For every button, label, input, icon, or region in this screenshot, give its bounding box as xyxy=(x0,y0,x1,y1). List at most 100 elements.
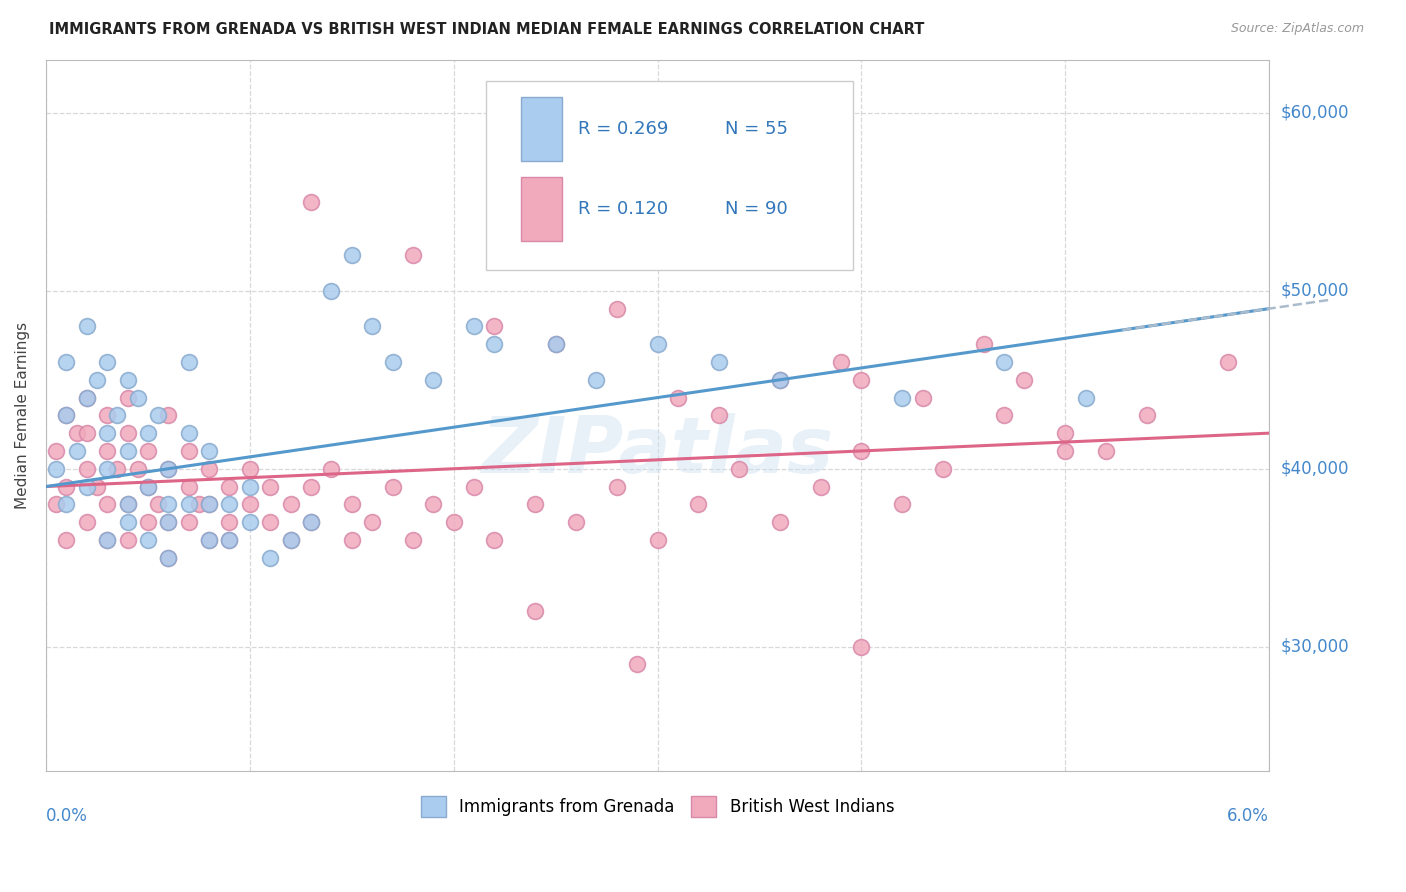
Point xyxy=(769,373,792,387)
Point xyxy=(198,444,221,458)
Point xyxy=(524,497,547,511)
Point xyxy=(484,533,506,547)
Point xyxy=(157,550,180,565)
Point xyxy=(340,497,363,511)
Text: $30,000: $30,000 xyxy=(1281,638,1348,656)
Point xyxy=(321,284,343,298)
Point xyxy=(218,533,240,547)
Point xyxy=(1136,409,1159,423)
Point xyxy=(136,479,159,493)
Point xyxy=(993,355,1015,369)
Text: $50,000: $50,000 xyxy=(1281,282,1348,300)
Point xyxy=(463,479,485,493)
Point xyxy=(647,337,669,351)
Point xyxy=(973,337,995,351)
Point xyxy=(443,515,465,529)
Point xyxy=(177,515,200,529)
Point xyxy=(45,444,67,458)
Point xyxy=(218,479,240,493)
Point xyxy=(402,533,425,547)
Point xyxy=(76,319,98,334)
Point xyxy=(340,248,363,262)
Point xyxy=(187,497,209,511)
Point xyxy=(810,479,832,493)
Point xyxy=(606,301,628,316)
Point xyxy=(830,355,852,369)
Point xyxy=(117,533,139,547)
Text: R = 0.269: R = 0.269 xyxy=(578,120,668,138)
Point xyxy=(299,515,322,529)
Text: IMMIGRANTS FROM GRENADA VS BRITISH WEST INDIAN MEDIAN FEMALE EARNINGS CORRELATIO: IMMIGRANTS FROM GRENADA VS BRITISH WEST … xyxy=(49,22,925,37)
Text: 6.0%: 6.0% xyxy=(1227,806,1270,825)
Point xyxy=(585,373,607,387)
Text: R = 0.120: R = 0.120 xyxy=(578,201,668,219)
Point xyxy=(993,409,1015,423)
Point xyxy=(55,355,77,369)
Point xyxy=(157,497,180,511)
Point xyxy=(96,444,118,458)
Point xyxy=(146,497,169,511)
Point xyxy=(361,515,384,529)
Point xyxy=(136,444,159,458)
FancyBboxPatch shape xyxy=(486,81,853,269)
Point xyxy=(299,479,322,493)
Point xyxy=(76,391,98,405)
FancyBboxPatch shape xyxy=(520,178,562,242)
Point xyxy=(422,373,444,387)
Point xyxy=(932,461,955,475)
Point xyxy=(340,533,363,547)
Text: Source: ZipAtlas.com: Source: ZipAtlas.com xyxy=(1230,22,1364,36)
Point xyxy=(76,515,98,529)
Point xyxy=(136,515,159,529)
Point xyxy=(626,657,648,672)
Point xyxy=(117,515,139,529)
Point xyxy=(606,479,628,493)
Point xyxy=(96,426,118,441)
Point xyxy=(239,479,262,493)
Point xyxy=(127,461,149,475)
Point xyxy=(198,533,221,547)
Point xyxy=(321,461,343,475)
Point xyxy=(769,373,792,387)
Point xyxy=(1054,426,1077,441)
Text: N = 90: N = 90 xyxy=(725,201,787,219)
Point xyxy=(666,391,689,405)
Point xyxy=(361,319,384,334)
Text: 0.0%: 0.0% xyxy=(46,806,87,825)
Point xyxy=(117,497,139,511)
Point xyxy=(76,461,98,475)
Point xyxy=(86,373,108,387)
Point xyxy=(544,337,567,351)
Point xyxy=(177,497,200,511)
Point xyxy=(688,497,710,511)
Point xyxy=(177,426,200,441)
Text: $60,000: $60,000 xyxy=(1281,104,1348,122)
Point xyxy=(55,533,77,547)
Point xyxy=(76,426,98,441)
Point xyxy=(96,355,118,369)
Point xyxy=(299,515,322,529)
Point xyxy=(239,515,262,529)
Point xyxy=(157,461,180,475)
Point xyxy=(76,391,98,405)
Point xyxy=(422,497,444,511)
FancyBboxPatch shape xyxy=(520,97,562,161)
Point xyxy=(86,479,108,493)
Point xyxy=(177,355,200,369)
Point xyxy=(1074,391,1097,405)
Point xyxy=(55,497,77,511)
Y-axis label: Median Female Earnings: Median Female Earnings xyxy=(15,322,30,509)
Point xyxy=(157,515,180,529)
Point xyxy=(96,533,118,547)
Point xyxy=(65,426,87,441)
Text: $40,000: $40,000 xyxy=(1281,459,1348,478)
Point xyxy=(1054,444,1077,458)
Point xyxy=(707,355,730,369)
Legend: Immigrants from Grenada, British West Indians: Immigrants from Grenada, British West In… xyxy=(415,789,901,823)
Point xyxy=(105,461,128,475)
Point xyxy=(463,319,485,334)
Point xyxy=(157,515,180,529)
Point xyxy=(259,550,281,565)
Point xyxy=(65,444,87,458)
Point xyxy=(239,461,262,475)
